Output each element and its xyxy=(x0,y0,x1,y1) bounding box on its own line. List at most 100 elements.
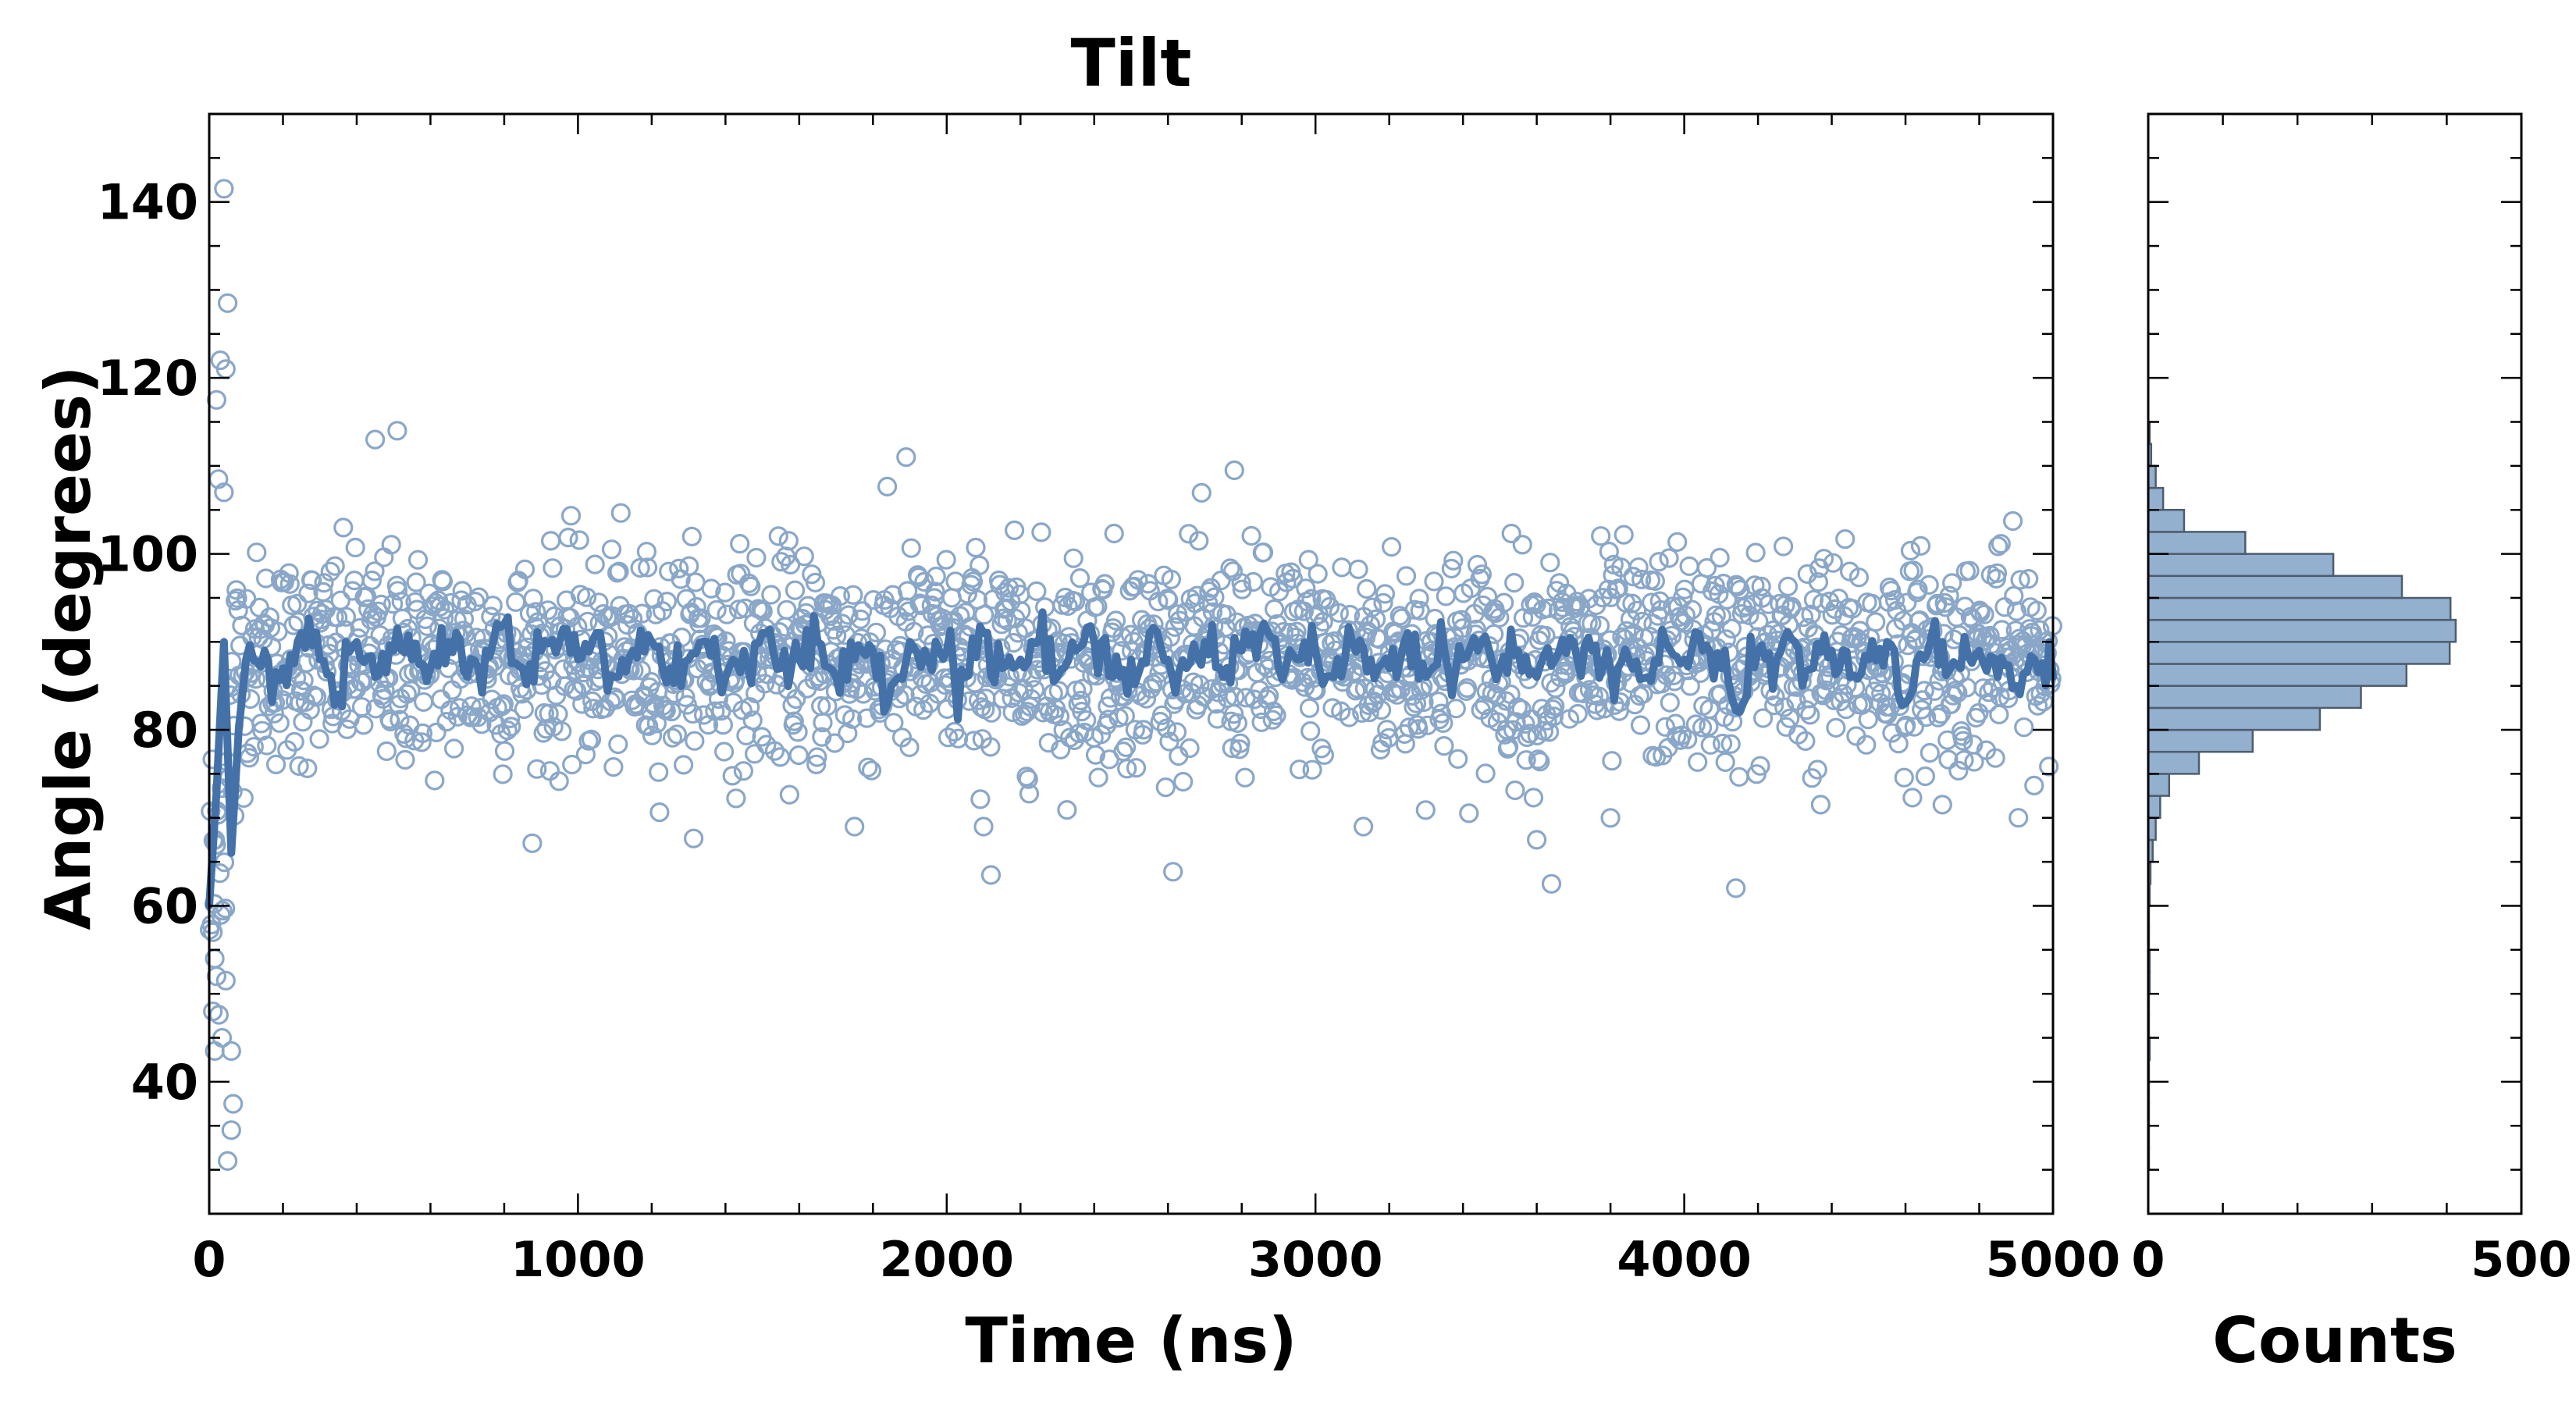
scatter-point xyxy=(609,561,629,582)
scatter-point xyxy=(1404,697,1424,717)
scatter-point xyxy=(1826,717,1846,738)
scatter-point xyxy=(1969,702,1989,724)
scatter-point xyxy=(1243,571,1264,592)
scatter-point xyxy=(383,594,404,614)
scatter-point xyxy=(1660,692,1680,713)
scatter-point xyxy=(1953,731,1973,751)
scatter-point xyxy=(1710,547,1730,568)
scatter-point xyxy=(701,578,721,599)
scatter-point xyxy=(1848,567,1869,588)
scatter-point xyxy=(1589,615,1610,636)
scatter-point xyxy=(693,705,714,725)
scatter-point xyxy=(1910,535,1931,557)
scatter-point xyxy=(1406,693,1427,713)
scatter-point xyxy=(2014,717,2034,738)
histogram-bar xyxy=(2147,663,2408,687)
scatter-point xyxy=(533,723,553,743)
scatter-point xyxy=(1161,569,1182,589)
scatter-point xyxy=(1795,731,1816,752)
scatter-point xyxy=(1715,752,1735,773)
scatter-point xyxy=(1098,696,1118,717)
scatter-point xyxy=(1856,735,1877,755)
scatter-point xyxy=(1266,705,1286,725)
scatter-point xyxy=(308,600,328,621)
scatter-point xyxy=(431,689,451,710)
scatter-point xyxy=(780,554,801,575)
scatter-point xyxy=(2008,808,2029,828)
scatter-point xyxy=(1490,703,1510,724)
scatter-point xyxy=(266,754,286,775)
histogram-bar xyxy=(2147,728,2254,753)
scatter-point xyxy=(562,754,582,775)
scatter-point xyxy=(980,737,1001,757)
scatter-point xyxy=(508,571,528,591)
scatter-point xyxy=(1467,554,1488,575)
scatter-point xyxy=(1434,735,1454,756)
scatter-point xyxy=(746,547,767,568)
scatter-point xyxy=(1166,722,1187,742)
scatter-point xyxy=(1448,749,1468,769)
scatter-point xyxy=(227,588,247,608)
scatter-point xyxy=(1954,750,1974,770)
scatter-point xyxy=(754,674,775,694)
scatter-point xyxy=(215,898,236,919)
scatter-point xyxy=(1516,750,1536,770)
scatter-point xyxy=(1678,729,1698,749)
scatter-point xyxy=(1672,725,1692,745)
scatter-point xyxy=(1225,686,1245,707)
scatter-point xyxy=(1920,742,1940,763)
scatter-point xyxy=(1692,717,1713,738)
scatter-point xyxy=(298,583,318,603)
scatter-point xyxy=(805,572,826,593)
scatter-point xyxy=(1781,596,1802,617)
scatter-point xyxy=(788,722,808,742)
scatter-point xyxy=(552,721,572,742)
scatter-point xyxy=(631,660,651,681)
scatter-point xyxy=(1436,586,1456,606)
scatter-point xyxy=(1630,715,1651,735)
scatter-point xyxy=(1820,667,1841,687)
scatter-point xyxy=(1019,784,1040,804)
scatter-point xyxy=(914,571,934,592)
scatter-point xyxy=(441,592,461,613)
scatter-point xyxy=(1897,592,1917,613)
scatter-point xyxy=(1332,557,1352,578)
scatter-point xyxy=(1227,713,1248,734)
histogram-bar xyxy=(2147,750,2201,775)
scatter-point xyxy=(1076,710,1097,731)
scatter-point xyxy=(1003,632,1024,653)
scatter-point xyxy=(523,589,543,609)
scatter-point xyxy=(669,558,689,579)
scatter-point xyxy=(863,589,884,610)
scatter-point xyxy=(1948,760,1969,781)
scatter-point xyxy=(1628,557,1649,578)
scatter-point xyxy=(744,744,765,764)
scatter-point xyxy=(1329,603,1349,623)
running-average-line xyxy=(205,608,2057,910)
histogram-x-tick-label: 500 xyxy=(2471,1231,2571,1288)
scatter-point xyxy=(1774,697,1795,717)
scatter-point xyxy=(413,692,434,712)
scatter-point xyxy=(1720,734,1741,754)
scatter-point xyxy=(1726,878,1746,898)
scatter-point xyxy=(1475,763,1496,784)
scatter-point xyxy=(970,555,990,575)
scatter-point xyxy=(1115,737,1137,757)
scatter-point xyxy=(251,713,272,734)
scatter-point xyxy=(578,611,598,631)
scatter-point xyxy=(569,530,589,550)
scatter-point xyxy=(1800,705,1820,725)
scatter-point xyxy=(1117,759,1137,779)
scatter-point xyxy=(1941,694,1962,714)
scatter-point xyxy=(685,731,705,751)
scatter-point xyxy=(1688,752,1708,772)
scatter-point xyxy=(845,816,865,837)
scatter-point xyxy=(2006,601,2026,621)
scatter-point xyxy=(1991,620,2012,640)
scatter-point xyxy=(1365,609,1386,630)
histogram-x-axis-label: Counts xyxy=(2212,1304,2457,1377)
scatter-point xyxy=(883,585,903,605)
scatter-point xyxy=(827,625,847,646)
scatter-point xyxy=(539,703,559,724)
scatter-point xyxy=(354,715,374,735)
